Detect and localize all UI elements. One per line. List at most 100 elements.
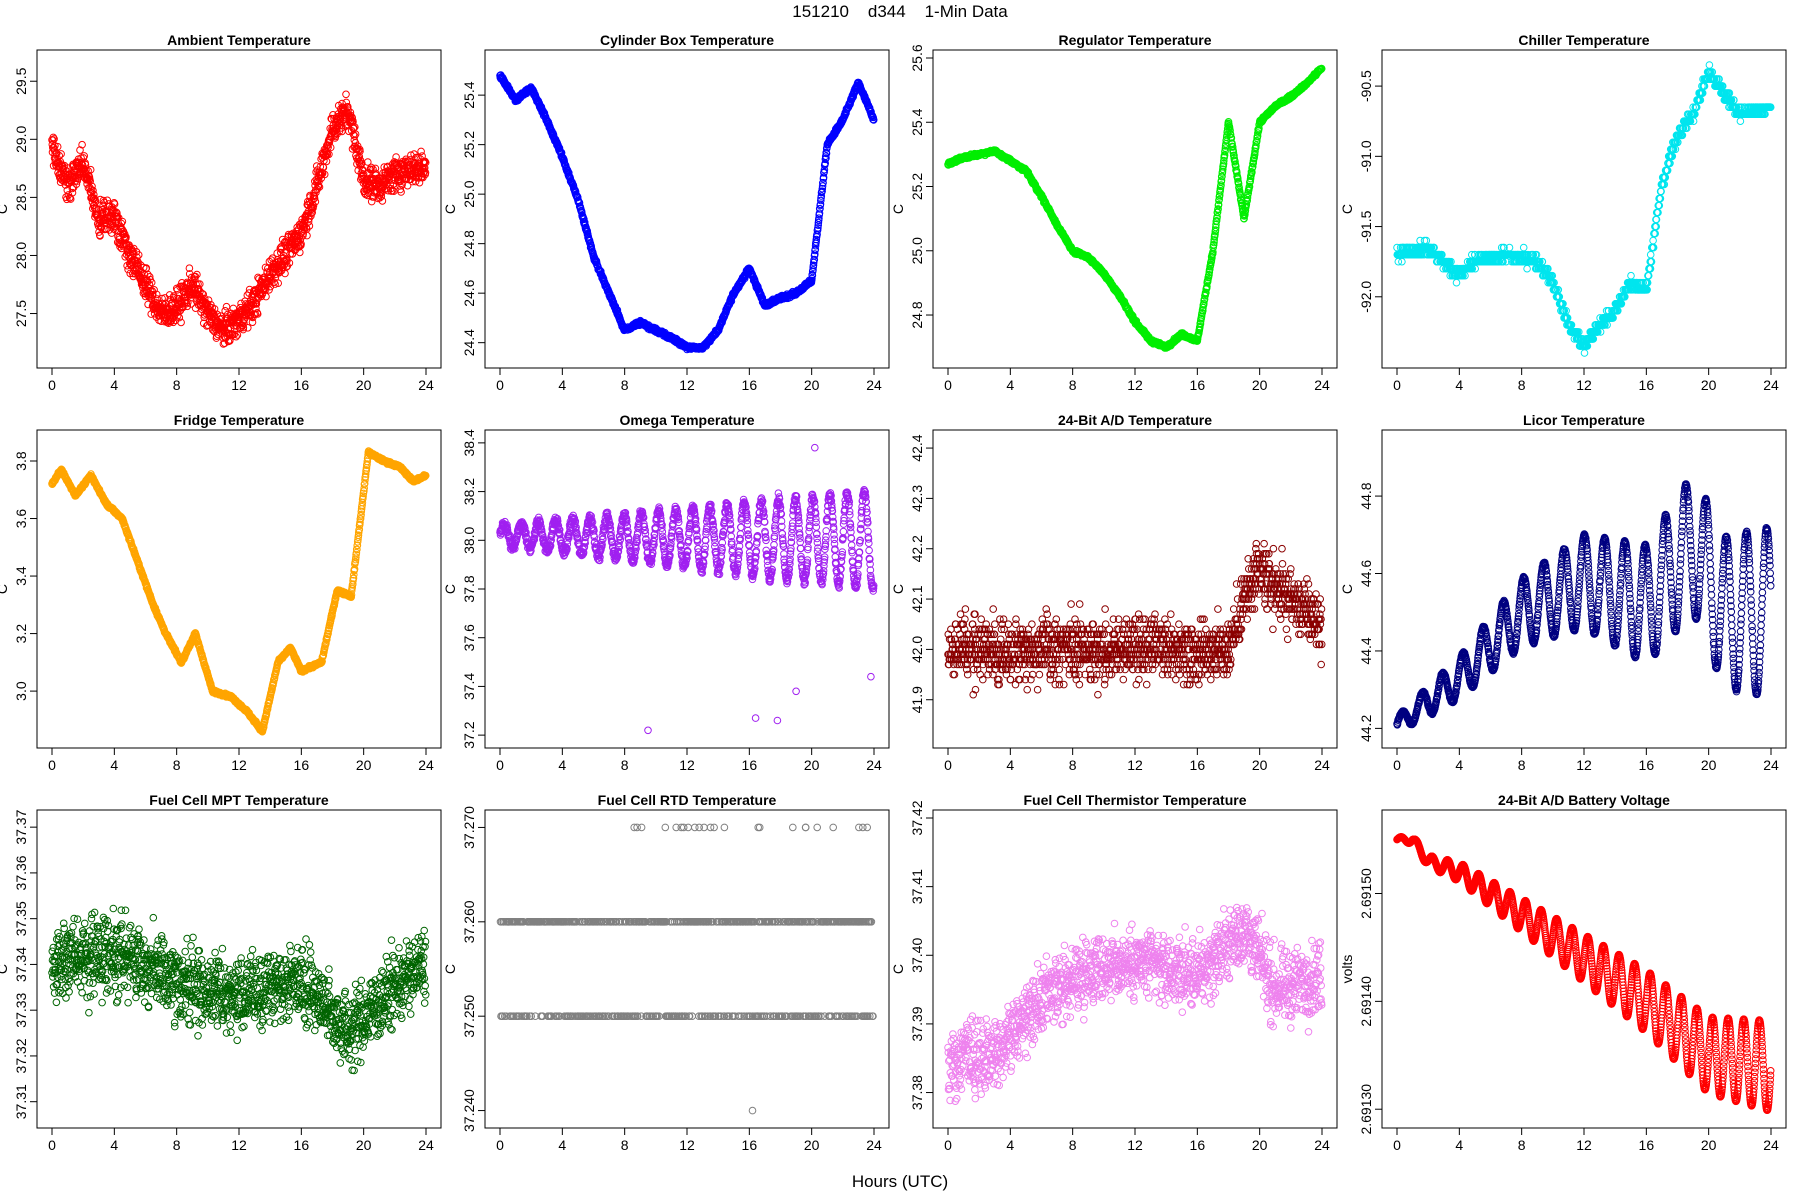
chart-panel-4: Chiller Temperature 0 4 8 12 16 20 24 -92.0 -91.5…: [1339, 32, 1787, 393]
data-point: [86, 165, 95, 174]
x-tick-label: 4: [1455, 377, 1463, 393]
x-tick-label: 24: [1763, 377, 1779, 393]
data-point: [417, 147, 425, 156]
data-point: [68, 188, 77, 197]
y-tick-label: 27.5: [13, 300, 29, 327]
y-tick-label: 28.0: [13, 242, 29, 269]
y-tick-label: 29.0: [13, 125, 29, 152]
data-point: [165, 291, 174, 299]
y-tick-label: 25.4: [909, 108, 925, 135]
x-tick-label: 16: [1639, 377, 1655, 393]
y-tick-label: 25.2: [909, 173, 925, 200]
data-point: [222, 302, 231, 311]
x-tick-label: 4: [110, 377, 118, 393]
data-point: [230, 330, 239, 339]
data-point: [184, 298, 192, 307]
y-axis-label: C: [890, 204, 906, 214]
data-point: [196, 280, 204, 288]
x-tick-label: 20: [1252, 377, 1268, 393]
x-tick-label: 0: [48, 377, 56, 393]
y-tick-label: 24.6: [461, 279, 477, 306]
data-point: [80, 152, 88, 160]
x-tick-label: 16: [294, 377, 310, 393]
data-point: [125, 241, 133, 249]
data-point: [53, 142, 62, 151]
y-tick-label: -92.0: [1358, 281, 1374, 313]
data-point: [81, 160, 90, 169]
data-point: [1452, 278, 1461, 287]
y-tick-label: -90.5: [1358, 70, 1374, 102]
data-point: [1519, 243, 1528, 252]
data-point: [193, 270, 201, 279]
data-point: [175, 313, 184, 322]
data-point: [90, 190, 98, 199]
x-tick-label: 20: [804, 377, 820, 393]
data-point: [96, 232, 104, 240]
data-point: [89, 186, 97, 195]
data-point: [232, 332, 240, 341]
data-point: [110, 200, 119, 208]
data-point: [191, 272, 200, 281]
y-tick-label: -91.0: [1358, 140, 1374, 172]
y-tick-label: 25.4: [461, 81, 477, 108]
y-tick-label: 29.5: [13, 67, 29, 94]
data-point: [183, 302, 192, 311]
data-point: [342, 90, 350, 99]
x-tick-label: 0: [1393, 377, 1401, 393]
data-point: [117, 219, 126, 228]
x-tick-label: 8: [173, 377, 181, 393]
data-point: [113, 209, 121, 217]
y-tick-label: 24.4: [461, 329, 477, 356]
data-point: [174, 308, 183, 316]
panel-title: Regulator Temperature: [1059, 32, 1212, 48]
x-tick-label: 24: [418, 377, 434, 393]
data-point: [88, 182, 96, 191]
x-tick-label: 12: [1576, 377, 1592, 393]
x-tick-label: 24: [866, 377, 882, 393]
x-tick-label: 4: [558, 377, 566, 393]
data-point: [55, 151, 64, 160]
x-tick-label: 20: [356, 377, 372, 393]
data-points: [496, 71, 878, 354]
x-tick-label: 4: [1006, 377, 1014, 393]
x-tick-label: 20: [1701, 377, 1717, 393]
data-point: [303, 231, 311, 240]
x-tick-label: 0: [944, 377, 952, 393]
data-point: [77, 159, 86, 167]
data-point: [86, 177, 94, 185]
data-point: [1523, 264, 1531, 273]
data-points: [944, 64, 1326, 352]
y-tick-label: -91.5: [1358, 210, 1374, 242]
x-tick-label: 8: [621, 377, 629, 393]
x-tick-label: 16: [1190, 377, 1206, 393]
data-point: [210, 309, 218, 318]
panel-title: Chiller Temperature: [1518, 32, 1649, 48]
x-tick-label: 24: [1314, 377, 1330, 393]
figure-title: 151210 d344 1-Min Data: [792, 2, 1008, 21]
y-axis-label: C: [442, 204, 458, 214]
x-tick-label: 12: [679, 377, 695, 393]
x-tick-label: 12: [1127, 377, 1143, 393]
y-tick-label: 25.2: [461, 131, 477, 158]
x-tick-label: 8: [1518, 377, 1526, 393]
data-point: [177, 318, 185, 327]
data-point: [49, 133, 58, 142]
data-point: [169, 318, 178, 327]
y-tick-label: 28.5: [13, 184, 29, 211]
data-point: [78, 140, 86, 149]
y-axis-label: C: [0, 204, 10, 214]
panel-title: Ambient Temperature: [167, 32, 311, 48]
data-point: [185, 264, 194, 273]
y-tick-label: 25.0: [909, 237, 925, 264]
data-point: [147, 278, 156, 287]
x-tick-label: 8: [1069, 377, 1077, 393]
data-point: [152, 290, 161, 299]
data-point: [204, 296, 213, 305]
plot-frame: [484, 49, 890, 369]
data-point: [57, 150, 65, 158]
x-tick-label: 0: [496, 377, 504, 393]
y-tick-label: 25.0: [461, 180, 477, 207]
